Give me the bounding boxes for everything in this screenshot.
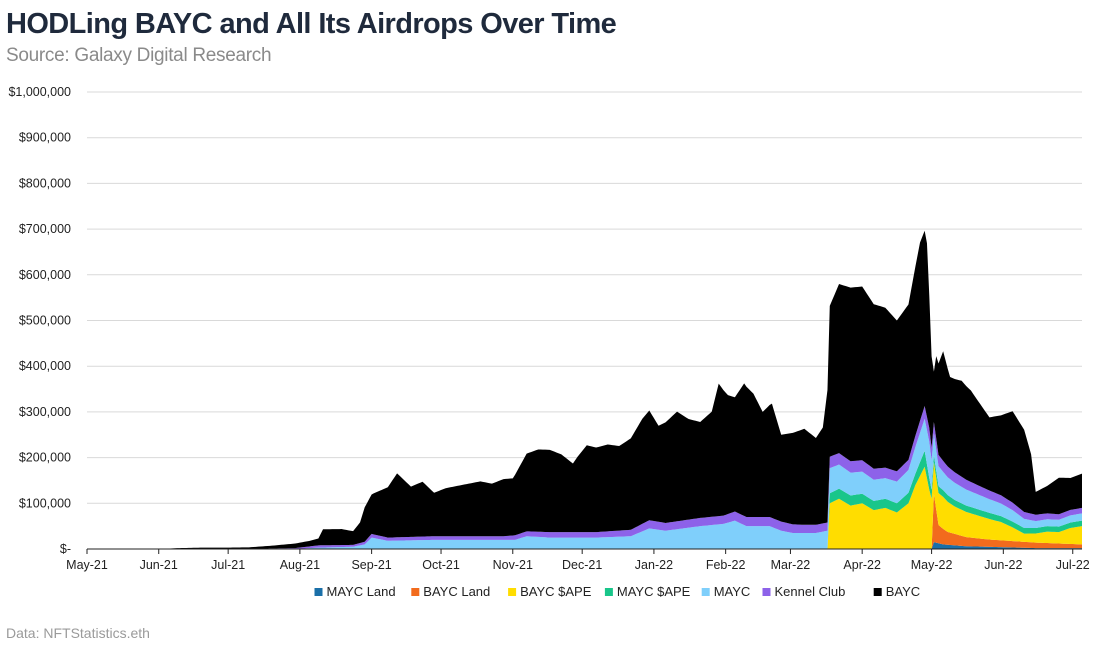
x-tick-label: Apr-22 [843, 558, 881, 572]
x-tick-label: Jul-22 [1056, 558, 1090, 572]
legend-swatch [701, 588, 710, 596]
y-axis-ticks: $- $100,000 $200,000 $300,000 $400,000 $500,0… [8, 85, 71, 556]
legend-label: BAYC [886, 584, 920, 599]
legend-swatch [411, 588, 420, 596]
legend-label: BAYC $APE [520, 584, 592, 599]
y-tick-label: $300,000 [19, 405, 71, 419]
y-tick-label: $600,000 [19, 268, 71, 282]
x-tick-label: Mar-22 [771, 558, 811, 572]
chart-title: HODLing BAYC and All Its Airdrops Over T… [6, 8, 617, 40]
y-tick-label: $1,000,000 [8, 85, 71, 99]
legend-swatch [508, 588, 517, 596]
legend-swatch [762, 588, 771, 596]
area-bayc-ape [87, 462, 1082, 549]
x-tick-label: May-22 [911, 558, 953, 572]
area-mayc-land [87, 542, 1082, 549]
y-tick-label: $100,000 [19, 496, 71, 510]
x-tick-label: Aug-21 [280, 558, 320, 572]
legend-swatch [873, 588, 882, 596]
legend: MAYC Land BAYC Land BAYC $APE MAYC $APE MAYC… [314, 584, 920, 599]
legend-label: MAYC $APE [617, 584, 691, 599]
legend-swatch [604, 588, 613, 596]
x-axis-ticks: May-21 Jun-21 Jul-21 Aug-21 Sep-21 Oct-21 Nov-… [66, 549, 1090, 572]
area-mayc-ape [87, 450, 1082, 549]
chart-subtitle: Source: Galaxy Digital Research [6, 45, 272, 66]
x-tick-label: Jul-21 [211, 558, 245, 572]
x-tick-label: Sep-21 [351, 558, 391, 572]
x-tick-label: Jun-22 [984, 558, 1022, 572]
x-tick-label: Nov-21 [493, 558, 533, 572]
legend-label: Kennel Club [775, 584, 846, 599]
x-tick-label: Dec-21 [562, 558, 602, 572]
y-tick-label: $200,000 [19, 451, 71, 465]
y-tick-label: $400,000 [19, 359, 71, 373]
legend-label: MAYC [714, 584, 751, 599]
area-series [87, 230, 1082, 549]
x-tick-label: Feb-22 [706, 558, 746, 572]
area-kennel-club [87, 405, 1082, 549]
area-bayc-land [87, 494, 1082, 549]
data-source-note: Data: NFTStatistics.eth [6, 625, 150, 641]
legend-label: BAYC Land [423, 584, 490, 599]
x-tick-label: Jun-21 [140, 558, 178, 572]
legend-swatch [314, 588, 323, 596]
area-mayc [87, 418, 1082, 549]
y-tick-label: $500,000 [19, 314, 71, 328]
y-tick-label: $800,000 [19, 176, 71, 190]
y-tick-label: $700,000 [19, 222, 71, 236]
x-tick-label: Oct-21 [422, 558, 460, 572]
area-bayc [87, 230, 1082, 549]
y-tick-label: $900,000 [19, 131, 71, 145]
y-tick-label: $- [60, 542, 71, 556]
x-tick-label: May-21 [66, 558, 108, 572]
legend-label: MAYC Land [327, 584, 396, 599]
x-tick-label: Jan-22 [635, 558, 673, 572]
